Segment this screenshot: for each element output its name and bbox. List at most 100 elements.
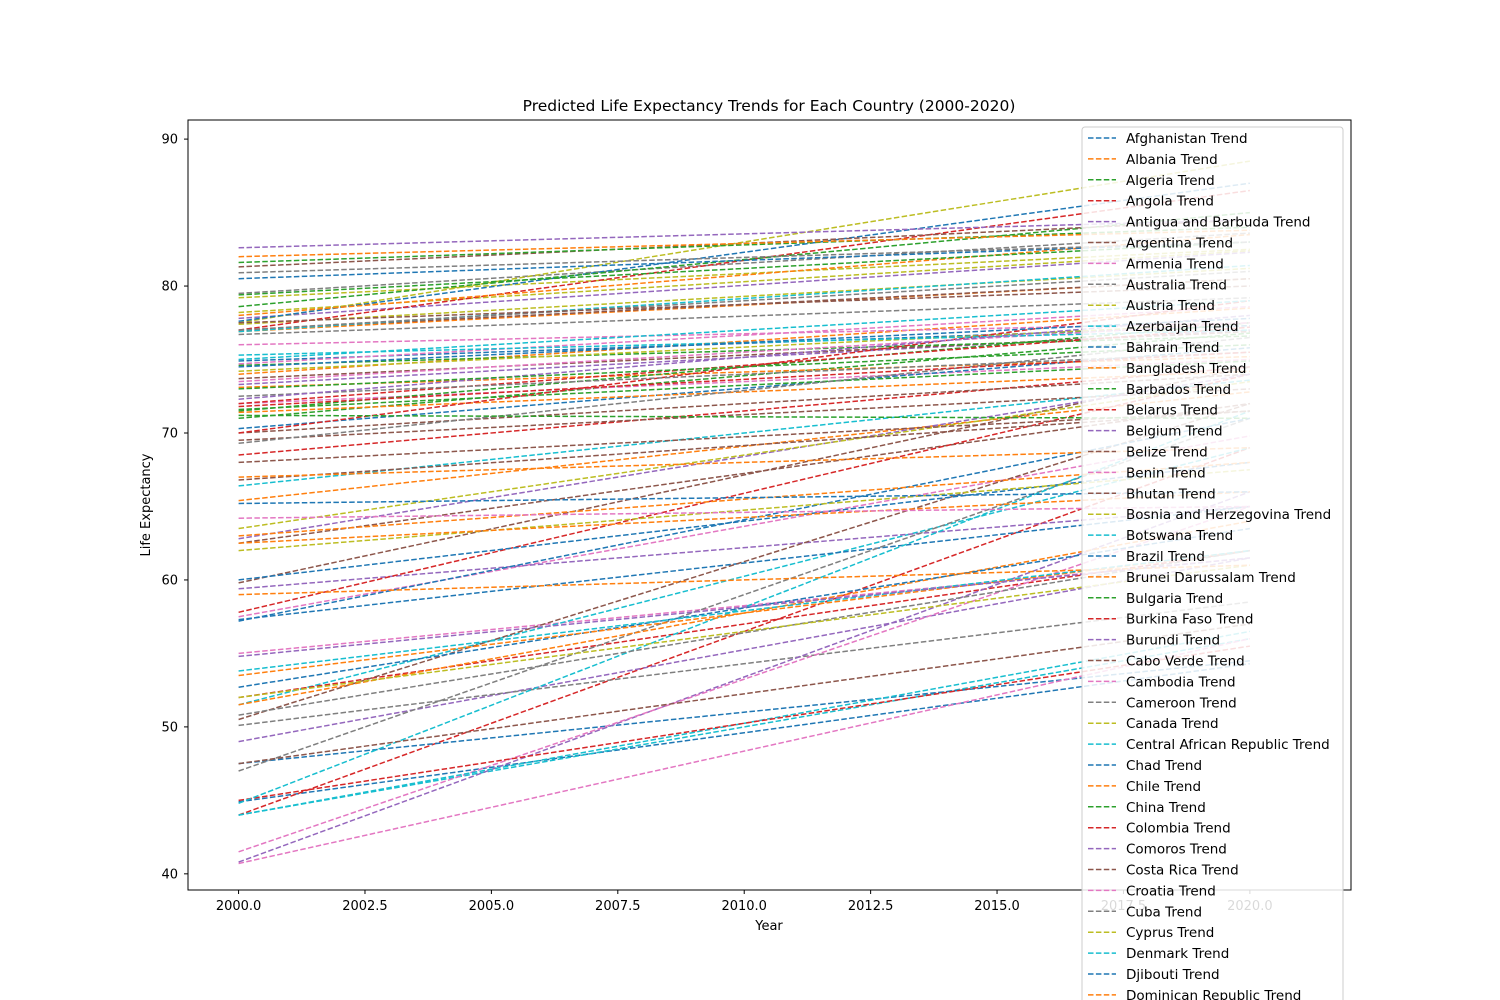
legend-label: Albania Trend bbox=[1126, 152, 1218, 168]
series-line-57 bbox=[238, 557, 1250, 658]
series-line-76 bbox=[238, 351, 1250, 398]
x-tick-label: 2010.0 bbox=[721, 899, 767, 914]
legend-label: Afghanistan Trend bbox=[1126, 131, 1248, 147]
series-line-73 bbox=[238, 336, 1250, 445]
series-line-46 bbox=[238, 645, 1251, 802]
series-line-23 bbox=[238, 549, 1251, 699]
legend-label: Brunei Darussalam Trend bbox=[1126, 570, 1296, 586]
series-line-61 bbox=[238, 366, 1251, 584]
series-line-77 bbox=[238, 322, 1250, 383]
series-line-29 bbox=[238, 637, 1251, 816]
series-line-13 bbox=[238, 366, 1250, 456]
series-line-92 bbox=[238, 270, 1250, 331]
legend-label: Brazil Trend bbox=[1126, 549, 1205, 565]
legend-label: Botswana Trend bbox=[1126, 528, 1233, 544]
x-tick-label: 2002.5 bbox=[342, 899, 388, 914]
series-line-65 bbox=[238, 373, 1251, 540]
legend-label: Colombia Trend bbox=[1126, 821, 1231, 837]
series-line-7 bbox=[238, 232, 1250, 295]
series-line-64 bbox=[238, 491, 1250, 544]
series-line-63 bbox=[238, 468, 1250, 552]
y-tick-label: 60 bbox=[161, 573, 178, 588]
series-line-91 bbox=[238, 219, 1250, 249]
legend-label: Azerbaijan Trend bbox=[1126, 319, 1239, 335]
legend-label: Dominican Republic Trend bbox=[1126, 988, 1301, 1000]
series-line-15 bbox=[238, 373, 1250, 434]
series-line-28 bbox=[238, 248, 1250, 299]
series-line-87 bbox=[238, 241, 1250, 274]
series-line-66 bbox=[238, 461, 1250, 537]
series-line-80 bbox=[238, 160, 1251, 324]
legend-label: Denmark Trend bbox=[1126, 946, 1229, 962]
legend-label: Cameroon Trend bbox=[1126, 695, 1237, 711]
series-line-43 bbox=[238, 505, 1251, 853]
plot-frame bbox=[187, 119, 1352, 891]
series-line-34 bbox=[238, 505, 1250, 590]
series-line-5 bbox=[238, 330, 1250, 380]
series-line-81 bbox=[238, 182, 1251, 323]
legend-label: Antigua and Barbuda Trend bbox=[1126, 215, 1311, 231]
series-line-17 bbox=[238, 402, 1251, 544]
legend-label: Bosnia and Herzegovina Trend bbox=[1126, 507, 1331, 523]
legend-label: Belize Trend bbox=[1126, 445, 1208, 461]
series-line-67 bbox=[238, 380, 1251, 530]
series-line-60 bbox=[238, 564, 1250, 596]
series-line-95 bbox=[238, 344, 1250, 390]
legend-label: Barbados Trend bbox=[1126, 382, 1231, 398]
legend-label: Bulgaria Trend bbox=[1126, 591, 1223, 607]
chart-title: Predicted Life Expectancy Trends for Eac… bbox=[523, 97, 1016, 115]
series-line-27 bbox=[238, 601, 1250, 727]
legend-label: Cyprus Trend bbox=[1126, 925, 1214, 941]
series-line-93 bbox=[238, 285, 1250, 324]
series-line-0 bbox=[238, 662, 1251, 803]
series-line-25 bbox=[238, 388, 1250, 442]
series-line-54 bbox=[238, 527, 1251, 688]
series-line-37 bbox=[238, 297, 1250, 336]
series-line-36 bbox=[238, 305, 1250, 365]
legend: Afghanistan Trend Albania Trend Algeria Tr… bbox=[1081, 126, 1344, 1000]
legend-label: Algeria Trend bbox=[1126, 173, 1215, 189]
series-line-56 bbox=[238, 549, 1250, 672]
legend-label: Burkina Faso Trend bbox=[1126, 612, 1253, 628]
legend-label: Australia Trend bbox=[1126, 277, 1227, 293]
legend-label: Central African Republic Trend bbox=[1126, 737, 1330, 753]
legend-label: Angola Trend bbox=[1126, 194, 1214, 210]
legend-box bbox=[1081, 126, 1344, 1000]
legend-label: Costa Rica Trend bbox=[1126, 863, 1239, 879]
series-line-71 bbox=[238, 446, 1250, 478]
series-line-38 bbox=[238, 267, 1250, 326]
series-line-40 bbox=[238, 505, 1250, 621]
series-lines bbox=[238, 160, 1251, 865]
legend-label: Djibouti Trend bbox=[1126, 967, 1220, 983]
series-line-97 bbox=[238, 317, 1250, 368]
y-tick-label: 90 bbox=[161, 133, 178, 148]
legend-label: Cuba Trend bbox=[1126, 904, 1202, 920]
series-line-24 bbox=[238, 557, 1251, 743]
series-line-84 bbox=[238, 233, 1250, 317]
series-line-2 bbox=[238, 332, 1250, 420]
series-line-30 bbox=[238, 660, 1250, 765]
legend-label: Chile Trend bbox=[1126, 779, 1201, 795]
y-tick-label: 70 bbox=[161, 426, 178, 441]
series-line-22 bbox=[238, 360, 1250, 411]
legend-label: Comoros Trend bbox=[1126, 842, 1227, 858]
series-line-41 bbox=[238, 370, 1250, 414]
x-tick-label: 2000.0 bbox=[216, 899, 262, 914]
legend-label: Croatia Trend bbox=[1126, 883, 1216, 899]
legend-label: Canada Trend bbox=[1126, 716, 1219, 732]
x-tick-label: 2007.5 bbox=[595, 899, 641, 914]
series-line-98 bbox=[238, 299, 1250, 361]
x-tick-label: 2012.5 bbox=[848, 899, 894, 914]
series-line-68 bbox=[238, 505, 1250, 519]
x-tick-label: 2015.0 bbox=[974, 899, 1020, 914]
series-line-96 bbox=[238, 351, 1250, 408]
series-line-58 bbox=[238, 417, 1251, 622]
series-line-70 bbox=[238, 410, 1250, 481]
series-line-49 bbox=[238, 623, 1251, 765]
legend-label: Bhutan Trend bbox=[1126, 486, 1216, 502]
series-line-44 bbox=[238, 637, 1251, 865]
series-line-50 bbox=[238, 402, 1251, 721]
series-line-33 bbox=[238, 326, 1250, 405]
series-line-85 bbox=[238, 241, 1250, 296]
